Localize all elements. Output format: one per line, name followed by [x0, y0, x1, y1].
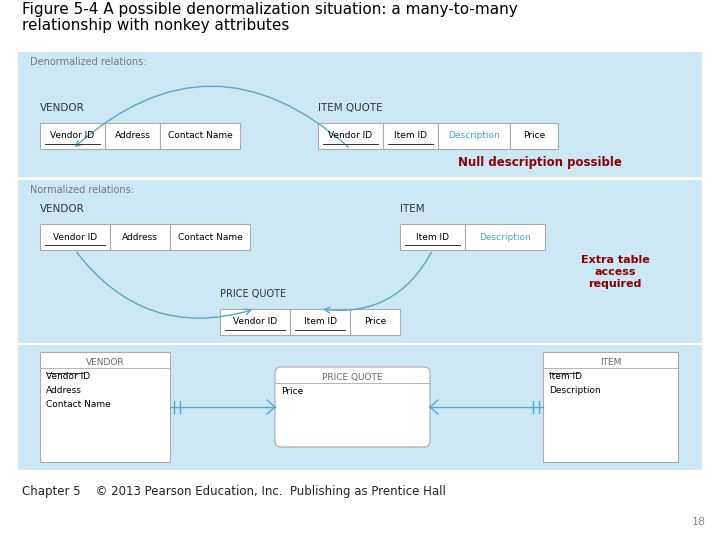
Text: ITEM QUOTE: ITEM QUOTE: [318, 103, 382, 113]
Text: Chapter 5    © 2013 Pearson Education, Inc.  Publishing as Prentice Hall: Chapter 5 © 2013 Pearson Education, Inc.…: [22, 485, 446, 498]
Text: Figure 5-4 A possible denormalization situation: a many-to-many: Figure 5-4 A possible denormalization si…: [22, 2, 518, 17]
Text: Vendor ID: Vendor ID: [50, 132, 94, 140]
Text: Address: Address: [46, 386, 82, 395]
Text: Item ID: Item ID: [304, 318, 336, 327]
Text: Vendor ID: Vendor ID: [46, 372, 90, 381]
Text: Address: Address: [114, 132, 150, 140]
Text: Extra table
access
required: Extra table access required: [580, 255, 649, 288]
Text: relationship with nonkey attributes: relationship with nonkey attributes: [22, 18, 289, 33]
Bar: [220, 309, 290, 335]
Text: Contact Name: Contact Name: [168, 132, 233, 140]
Bar: [400, 224, 465, 250]
Text: VENDOR: VENDOR: [40, 204, 85, 214]
Text: Price: Price: [364, 318, 386, 327]
Text: Contact Name: Contact Name: [46, 400, 111, 409]
Bar: [40, 123, 105, 149]
Text: PRICE QUOTE: PRICE QUOTE: [323, 373, 383, 382]
Bar: [438, 123, 510, 149]
Text: Vendor ID: Vendor ID: [53, 233, 97, 241]
Text: VENDOR: VENDOR: [86, 358, 125, 367]
Text: Price: Price: [523, 132, 545, 140]
Bar: [105, 123, 160, 149]
Text: ITEM: ITEM: [600, 358, 621, 367]
Bar: [160, 123, 240, 149]
Bar: [18, 345, 702, 470]
Text: Item ID: Item ID: [394, 132, 427, 140]
Text: Vendor ID: Vendor ID: [328, 132, 372, 140]
Text: Normalized relations:: Normalized relations:: [30, 185, 134, 195]
Text: Item ID: Item ID: [549, 372, 582, 381]
Text: Address: Address: [122, 233, 158, 241]
Text: Description: Description: [479, 233, 531, 241]
Text: Vendor ID: Vendor ID: [233, 318, 277, 327]
Bar: [40, 352, 170, 462]
FancyBboxPatch shape: [275, 367, 430, 447]
Text: VENDOR: VENDOR: [40, 103, 85, 113]
Text: Denormalized relations:: Denormalized relations:: [30, 57, 146, 67]
Text: Contact Name: Contact Name: [178, 233, 243, 241]
Text: 18: 18: [692, 517, 706, 527]
Text: Null description possible: Null description possible: [458, 156, 622, 169]
Bar: [510, 123, 558, 149]
Bar: [318, 123, 383, 149]
Bar: [350, 309, 400, 335]
Text: ITEM: ITEM: [400, 204, 425, 214]
Text: Price: Price: [281, 387, 303, 396]
Text: Description: Description: [448, 132, 500, 140]
Bar: [290, 309, 350, 335]
Bar: [18, 180, 702, 343]
Bar: [110, 224, 170, 250]
Text: Description: Description: [549, 386, 600, 395]
Bar: [543, 352, 678, 462]
Bar: [40, 224, 110, 250]
Bar: [170, 224, 250, 250]
Bar: [18, 52, 702, 177]
Bar: [465, 224, 545, 250]
Text: PRICE QUOTE: PRICE QUOTE: [220, 289, 286, 299]
Bar: [383, 123, 438, 149]
Text: Item ID: Item ID: [416, 233, 449, 241]
